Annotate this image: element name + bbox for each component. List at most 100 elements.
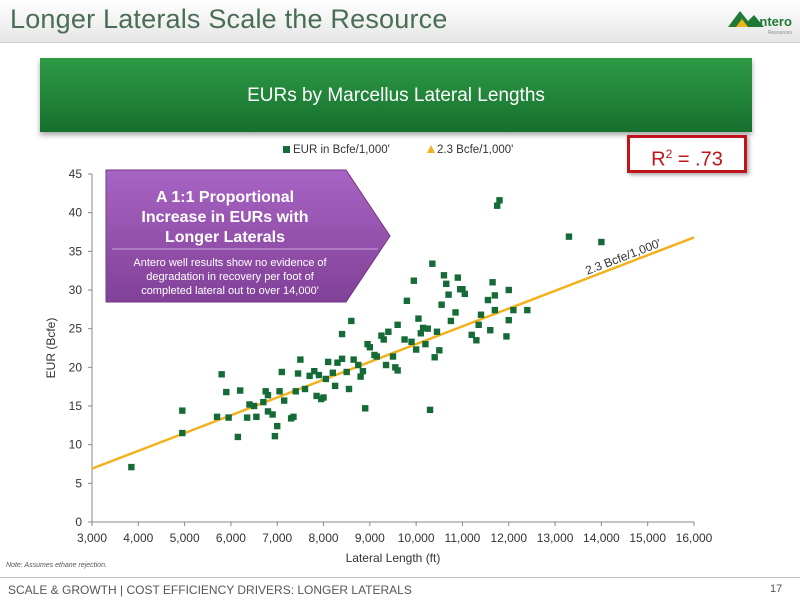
chart-title-band: EURs by Marcellus Lateral Lengths — [40, 58, 752, 132]
footnote: Note: Assumes ethane rejection. — [6, 562, 107, 569]
x-tick-label: 13,000 — [537, 531, 574, 545]
data-point — [179, 407, 186, 414]
title-bar: Longer Laterals Scale the Resource Anter… — [0, 0, 800, 43]
legend-marker-trend — [427, 145, 435, 153]
data-point — [311, 368, 318, 375]
data-point — [524, 306, 531, 314]
data-point — [260, 398, 267, 406]
r-squared-sup: 2 — [665, 147, 673, 161]
data-point — [433, 328, 441, 335]
data-point — [491, 306, 499, 314]
data-point — [269, 411, 276, 418]
callout-arrow: A 1:1 Proportional Increase in EURs with L… — [105, 169, 391, 303]
data-point — [243, 414, 251, 421]
data-point — [218, 371, 225, 378]
data-point — [447, 317, 455, 325]
data-point — [225, 414, 232, 421]
data-point — [294, 370, 302, 377]
logo-text: Antero — [750, 14, 792, 29]
data-point — [389, 353, 397, 360]
footer-section-label: SCALE & GROWTH | COST EFFICIENCY DRIVERS… — [8, 583, 412, 597]
data-point — [334, 359, 341, 366]
data-point — [271, 432, 279, 440]
callout-heading: A 1:1 Proportional Increase in EURs with L… — [141, 189, 308, 246]
y-tick-label: 10 — [69, 438, 83, 452]
footer-divider — [0, 577, 800, 578]
data-point — [477, 311, 485, 318]
data-point — [179, 429, 186, 437]
data-point — [412, 346, 420, 353]
data-point — [489, 279, 496, 286]
data-point — [362, 405, 369, 412]
data-point — [128, 463, 135, 471]
data-point — [565, 233, 573, 240]
x-tick-label: 10,000 — [398, 531, 435, 545]
x-tick-label: 3,000 — [77, 531, 107, 545]
data-point — [382, 361, 390, 369]
y-tick-label: 25 — [69, 322, 83, 336]
data-point — [234, 433, 242, 441]
data-point — [429, 260, 436, 267]
y-tick-label: 20 — [69, 360, 83, 374]
x-tick-label: 16,000 — [676, 531, 713, 545]
data-point — [357, 373, 364, 380]
callout-shape — [105, 169, 391, 303]
data-point — [491, 292, 499, 299]
data-point — [366, 344, 374, 351]
callout-body-line: Antero well results show no evidence of — [133, 257, 327, 269]
x-tick-label: 15,000 — [629, 531, 666, 545]
data-point — [598, 238, 605, 246]
data-point — [345, 385, 353, 393]
y-tick-label: 5 — [75, 476, 82, 490]
data-point — [292, 388, 299, 395]
x-tick-label: 12,000 — [490, 531, 527, 545]
data-point — [338, 355, 346, 363]
data-point — [355, 361, 362, 369]
y-axis-label: EUR (Bcfe) — [44, 318, 58, 379]
page-title: Longer Laterals Scale the Resource — [10, 4, 448, 34]
data-point — [236, 387, 244, 394]
data-point — [510, 306, 517, 314]
data-point — [213, 413, 221, 421]
data-point — [445, 291, 452, 298]
data-point — [253, 413, 260, 421]
data-point — [264, 391, 272, 399]
data-point — [343, 368, 350, 376]
data-point — [419, 324, 427, 332]
data-point — [385, 328, 392, 335]
antero-logo-icon: Antero Resources — [728, 11, 792, 36]
x-tick-label: 6,000 — [216, 531, 246, 545]
r-squared-box: R2 = .73 — [627, 135, 747, 173]
data-point — [452, 309, 459, 316]
data-point — [290, 413, 297, 421]
data-point — [436, 347, 443, 354]
trend-line-label: 2.3 Bcfe/1,000' — [583, 236, 662, 278]
data-point — [359, 368, 367, 375]
callout-body-line: completed lateral out to over 14,000' — [141, 285, 319, 297]
callout-body-line: degradation in recovery per foot of — [146, 271, 314, 283]
data-point — [313, 392, 320, 400]
data-point — [246, 401, 253, 408]
data-point — [278, 368, 286, 376]
data-point — [493, 202, 501, 209]
trend-line — [91, 236, 695, 470]
x-tick-label: 8,000 — [309, 531, 339, 545]
y-tick-label: 40 — [69, 206, 83, 220]
data-point — [484, 296, 492, 304]
data-point — [438, 301, 445, 308]
logo-subtext: Resources — [768, 30, 792, 36]
data-point — [297, 356, 304, 363]
data-point — [350, 356, 357, 363]
callout-heading-line: Longer Laterals — [165, 229, 285, 246]
data-point — [378, 332, 385, 339]
data-point — [468, 331, 475, 339]
data-point — [410, 277, 418, 284]
data-point — [408, 338, 415, 346]
callout-heading-line: Increase in EURs with — [141, 209, 308, 226]
data-point — [487, 327, 494, 334]
data-point — [262, 388, 269, 395]
data-point — [373, 353, 380, 360]
data-point — [415, 315, 422, 322]
data-point — [223, 388, 230, 396]
data-point — [322, 375, 330, 383]
